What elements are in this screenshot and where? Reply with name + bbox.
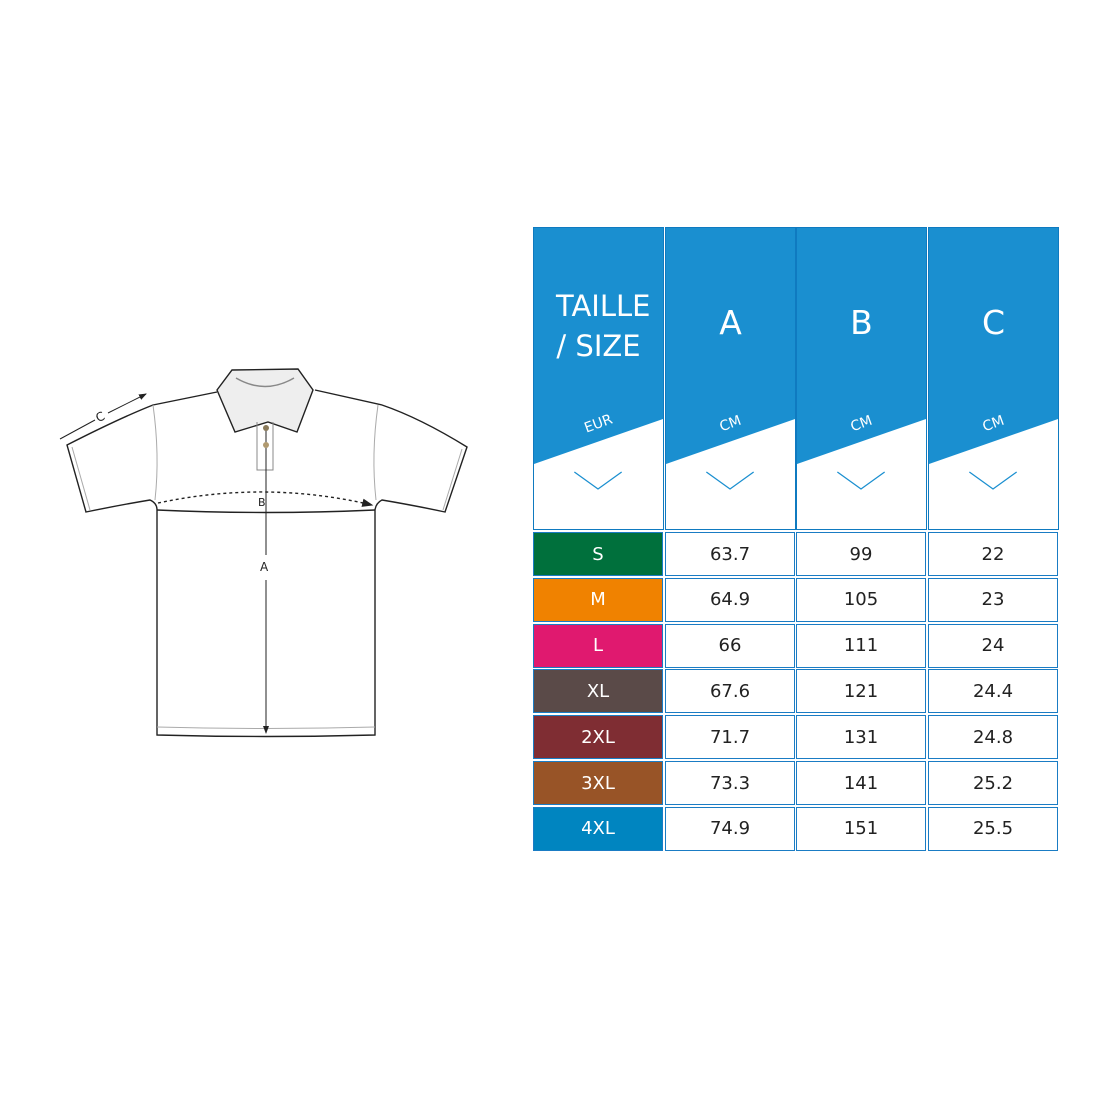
column-header-c: C CM — [928, 227, 1059, 530]
chevron-down-icon — [574, 471, 623, 490]
placket — [256, 422, 274, 471]
measure-c-value: 23 — [928, 577, 1058, 622]
measure-c-value: 24.4 — [928, 669, 1058, 714]
measure-a-value: 71.7 — [665, 715, 795, 760]
chevron-down-icon — [837, 471, 886, 490]
label-b: B — [258, 496, 266, 509]
measure-b-value: 99 — [796, 532, 926, 576]
measure-b-value: 141 — [796, 761, 926, 805]
measure-c-value: 24.8 — [928, 715, 1058, 760]
measure-c-value: 25.5 — [928, 806, 1058, 851]
size-label: L — [533, 623, 663, 668]
measure-a-value: 63.7 — [665, 532, 795, 576]
measure-b-value: 121 — [796, 669, 926, 714]
column-header-size: TAILLE / SIZE EUR — [533, 227, 664, 530]
column-title: A — [719, 303, 742, 342]
measure-c-line — [59, 394, 146, 440]
measure-a-value: 64.9 — [665, 577, 795, 622]
polo-shirt-diagram: B A C — [59, 368, 468, 800]
header-dropdown[interactable] — [666, 419, 795, 529]
size-label: 2XL — [533, 715, 663, 760]
measure-b-value: 151 — [796, 806, 926, 851]
chevron-down-icon — [969, 471, 1018, 490]
column-header-a: A CM — [665, 227, 796, 530]
label-a: A — [260, 560, 269, 574]
size-label: XL — [533, 669, 663, 714]
size-label: 4XL — [533, 806, 663, 851]
header-dropdown[interactable] — [534, 419, 663, 529]
measure-b-value: 111 — [796, 623, 926, 668]
measure-a-value: 66 — [665, 623, 795, 668]
measure-a-value: 73.3 — [665, 761, 795, 805]
collar — [216, 368, 314, 433]
size-label: S — [533, 532, 663, 576]
size-label: M — [533, 577, 663, 622]
measure-c-value: 24 — [928, 623, 1058, 668]
measure-a-value: 67.6 — [665, 669, 795, 714]
measure-c-value: 22 — [928, 532, 1058, 576]
column-title: C — [981, 303, 1006, 342]
measure-b-value: 105 — [796, 577, 926, 622]
label-c: C — [93, 409, 107, 425]
header-dropdown[interactable] — [797, 419, 926, 529]
column-title: TAILLE / SIZE — [556, 289, 651, 363]
size-label: 3XL — [533, 761, 663, 805]
column-title: B — [850, 303, 873, 342]
measure-a-value: 74.9 — [665, 806, 795, 851]
column-header-b: B CM — [796, 227, 927, 530]
measure-c-value: 25.2 — [928, 761, 1058, 805]
chevron-down-icon — [706, 471, 755, 490]
measure-b-value: 131 — [796, 715, 926, 760]
header-dropdown[interactable] — [929, 419, 1058, 529]
measure-b-line — [157, 491, 374, 507]
